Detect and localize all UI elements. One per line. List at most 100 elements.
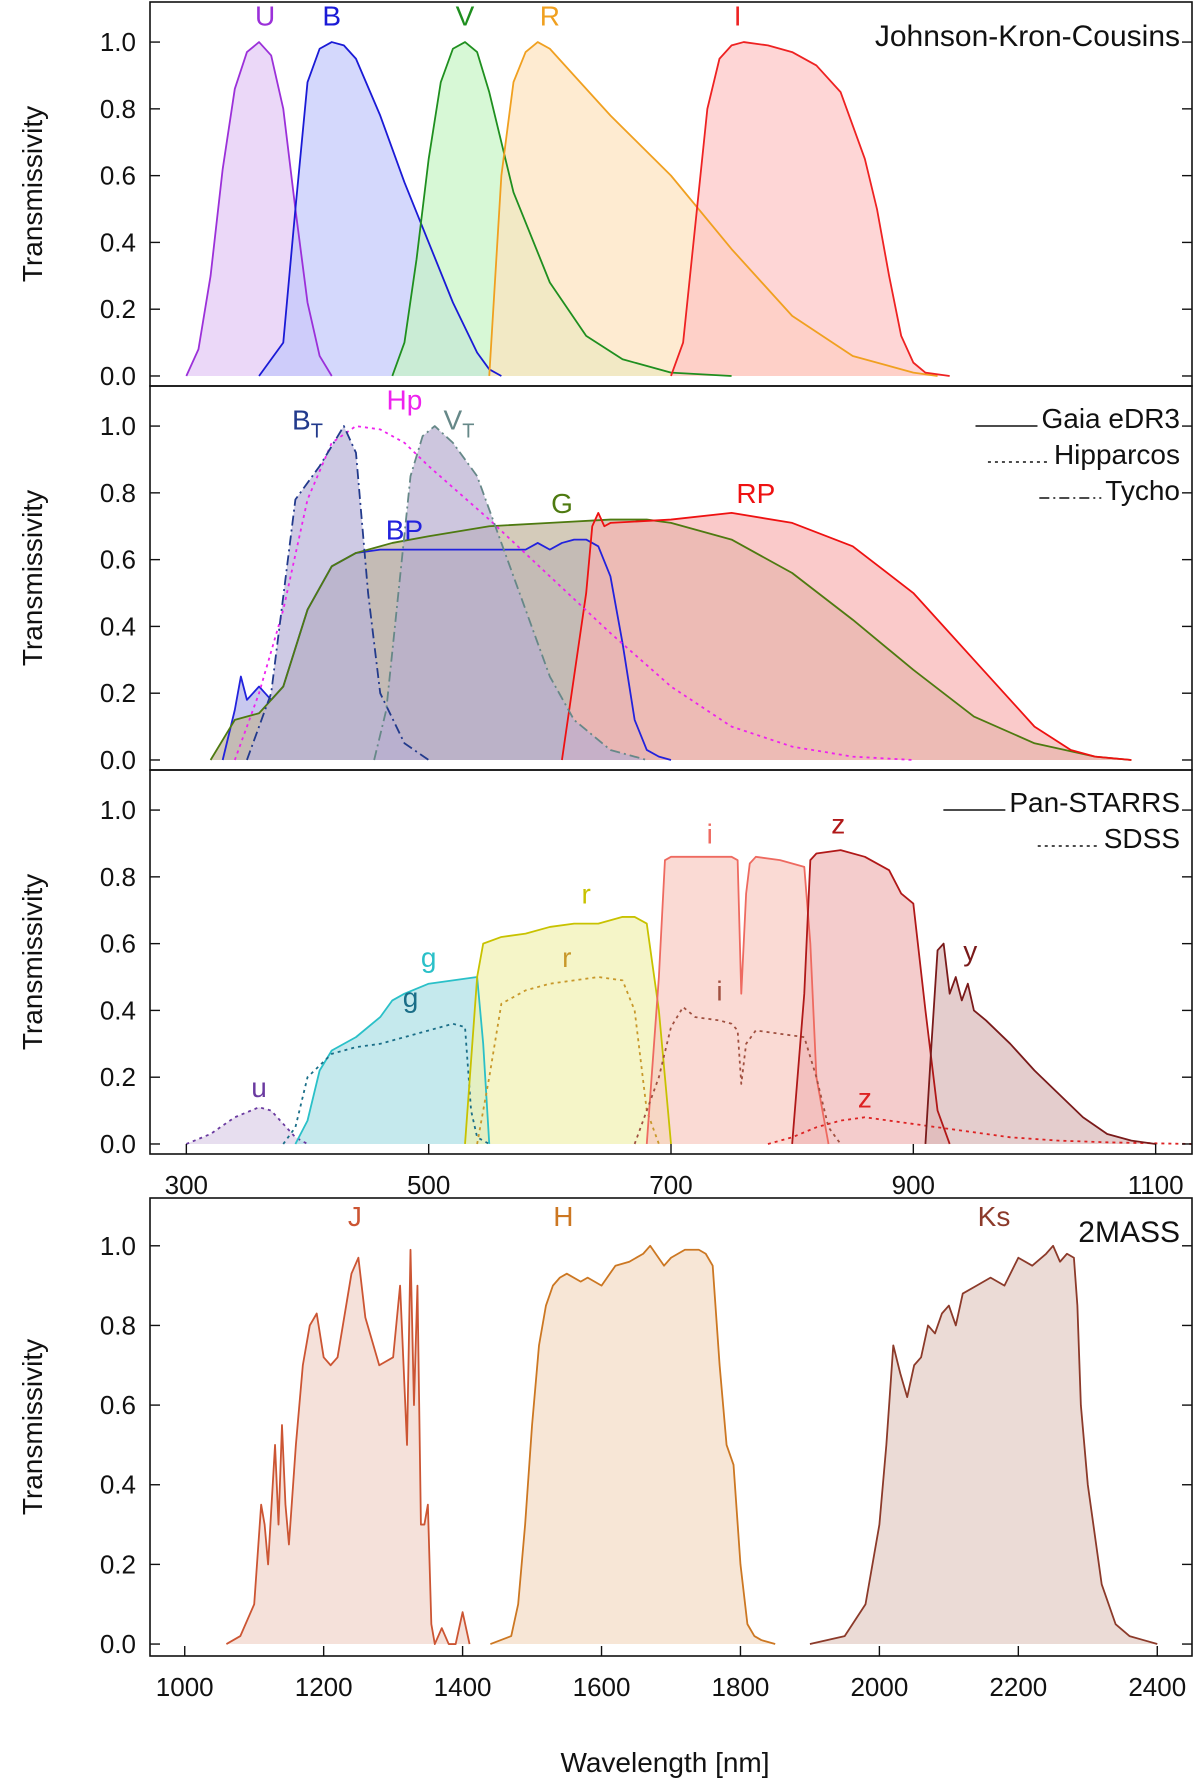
y-tick-label: 1.0 (100, 411, 136, 441)
y-tick-label: 0.4 (100, 611, 136, 641)
y-tick-label: 0.2 (100, 1062, 136, 1092)
series-label-g: G (551, 488, 573, 519)
series-label-ps-z: z (831, 808, 845, 839)
series-label-v-t: VT (444, 404, 475, 442)
series-label-bp: BP (386, 515, 423, 546)
y-tick-label: 0.8 (100, 478, 136, 508)
x-tick-label: 1000 (156, 1672, 214, 1702)
line-b (258, 41, 502, 377)
series-label-r: R (540, 0, 560, 31)
area-ps-g (295, 977, 490, 1144)
series-label-sdss-g: g (403, 982, 419, 1013)
x-tick-label: 1200 (295, 1672, 353, 1702)
line-ps-r (464, 916, 672, 1145)
y-tick-label: 0.0 (100, 361, 136, 391)
line-h (490, 1244, 776, 1645)
area-j (226, 1249, 470, 1645)
y-tick-label: 0.0 (100, 745, 136, 775)
line-sdss-g (282, 1022, 490, 1145)
y-tick-label: 1.0 (100, 1231, 136, 1261)
line-j (225, 1248, 471, 1645)
series-label-sdss-i: i (716, 975, 722, 1006)
x-tick-label: 300 (165, 1170, 208, 1200)
line-r (488, 41, 938, 377)
y-tick-label: 0.6 (100, 161, 136, 191)
x-tick-label: 1600 (573, 1672, 631, 1702)
x-tick-label: 2200 (989, 1672, 1047, 1702)
series-label-v: V (456, 0, 475, 31)
series-label-j: J (348, 1201, 362, 1232)
x-tick-label: 1800 (712, 1672, 770, 1702)
line-hp (233, 425, 914, 761)
y-tick-label: 0.0 (100, 1129, 136, 1159)
area-ps-y (925, 943, 1156, 1144)
y-tick-label: 0.4 (100, 1470, 136, 1500)
panel-title: Johnson-Kron-Cousins (875, 20, 1180, 53)
y-axis-label: Transmissivity (17, 106, 48, 282)
x-tick-label: 500 (407, 1170, 450, 1200)
area-ps-i (646, 856, 829, 1144)
line-sdss-u (186, 1106, 308, 1145)
x-tick-label: 700 (649, 1170, 692, 1200)
area-rp (561, 512, 1132, 760)
y-tick-label: 0.2 (100, 678, 136, 708)
line-v-t (373, 425, 648, 761)
series-label-b-t: BT (292, 404, 323, 442)
x-tick-label: 2000 (850, 1672, 908, 1702)
series-group (209, 425, 1132, 761)
legend-label-tycho: Tycho (1105, 475, 1180, 506)
series-label-hp: Hp (387, 384, 423, 415)
panel-1: U B V R I 0.0 0.2 0.4 0.6 0.8 1.0 Transmissivity Joh… (17, 0, 1193, 391)
line-b-t (246, 425, 430, 761)
series-label-u: U (255, 0, 275, 31)
series-label-ps-g: g (421, 942, 437, 973)
x-axis-label: Wavelength [nm] (560, 1747, 769, 1778)
series-label-sdss-u: u (251, 1072, 267, 1103)
y-tick-label: 0.6 (100, 929, 136, 959)
y-tick-label: 0.8 (100, 94, 136, 124)
panel-2: BP G RP Hp BT VT 0.0 0.2 0.4 0.6 0.8 1.0 Transmissiv… (17, 384, 1193, 775)
legend-label-pan-starrs: Pan-STARRS (1009, 787, 1180, 818)
line-ps-i (645, 855, 830, 1145)
series-label-sdss-r: r (562, 942, 571, 973)
panel-frame (149, 1197, 1193, 1657)
panel-3: u gg r r i i z z y 0.0 0.2 0.4 0.6 0.8 1.0 300 500 700 900… (17, 769, 1193, 1200)
x-tick-label: 1400 (434, 1672, 492, 1702)
legend-label-sdss: SDSS (1104, 823, 1180, 854)
line-v (391, 41, 732, 377)
series-label-b: B (322, 0, 341, 31)
panel-title: 2MASS (1078, 1216, 1180, 1249)
line-sdss-i (633, 1006, 842, 1145)
y-axis-label: Transmissivity (17, 874, 48, 1050)
y-tick-label: 0.6 (100, 1390, 136, 1420)
line-i (670, 41, 950, 377)
y-tick-label: 0.2 (100, 294, 136, 324)
series-group (225, 1244, 1158, 1645)
area-v-t (374, 426, 647, 760)
series-label-h: H (553, 1201, 573, 1232)
area-i (671, 42, 950, 376)
series-label-ps-i: i (707, 818, 713, 849)
series-group (185, 41, 950, 377)
area-ps-z (792, 850, 950, 1144)
legend-label-gaia-edr3: Gaia eDR3 (1041, 403, 1180, 434)
area-ps-r (465, 916, 671, 1144)
line-ks (809, 1244, 1158, 1645)
x-tick-label: 900 (892, 1170, 935, 1200)
line-u (185, 41, 333, 377)
series-label-i: I (734, 0, 742, 31)
y-tick-label: 0.2 (100, 1549, 136, 1579)
y-tick-label: 0.4 (100, 995, 136, 1025)
y-tick-label: 0.8 (100, 862, 136, 892)
line-bp (221, 538, 672, 761)
y-tick-label: 1.0 (100, 27, 136, 57)
series-label-ps-r: r (582, 879, 591, 910)
line-sdss-z (767, 1116, 1192, 1145)
series-label-ks: Ks (978, 1201, 1011, 1232)
line-ps-z (791, 849, 951, 1145)
line-sdss-r (476, 976, 660, 1145)
y-tick-label: 1.0 (100, 795, 136, 825)
x-tick-label: 2400 (1128, 1672, 1186, 1702)
area-b-t (246, 426, 429, 760)
